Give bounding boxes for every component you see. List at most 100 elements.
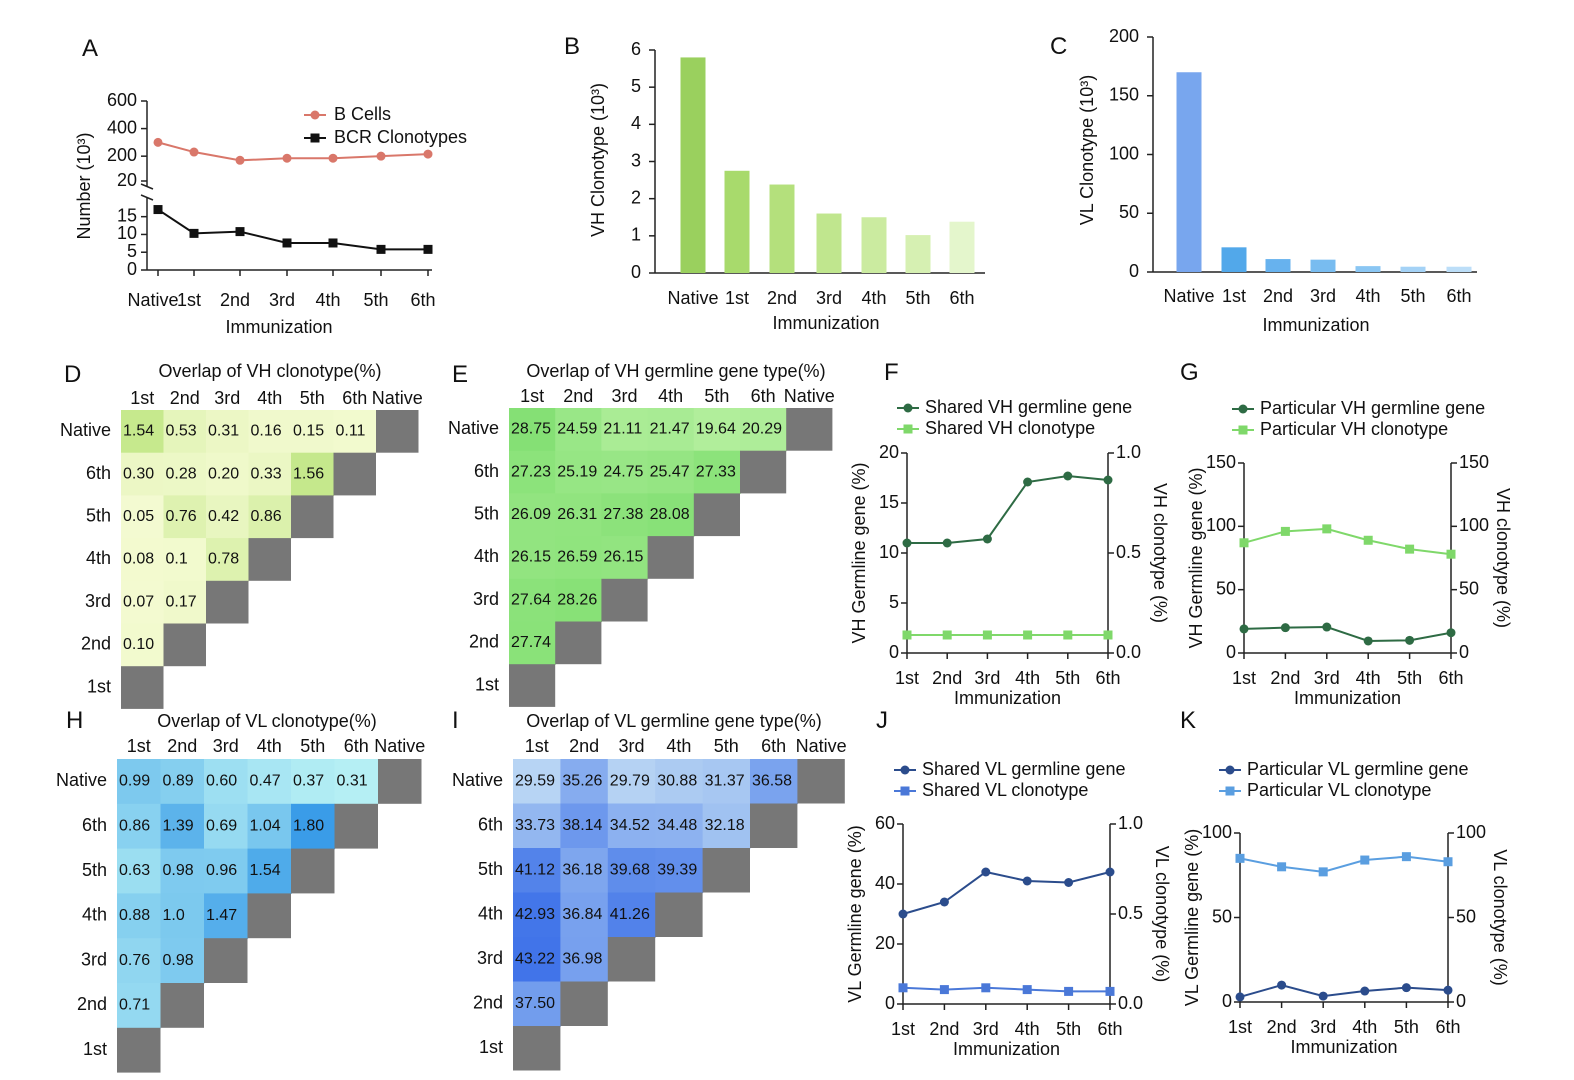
bar-4th: [861, 217, 887, 273]
y-axis-label: Number (10³): [74, 132, 94, 239]
cell-value: 29.59: [515, 772, 555, 789]
heatmap-cell: [607, 759, 656, 805]
x-tick-label: 4th: [1355, 286, 1380, 306]
bar-2nd: [769, 184, 795, 273]
cell-value: 0.42: [208, 508, 239, 525]
heatmap-cell: [702, 803, 751, 849]
y-tick-label: 5: [127, 241, 137, 261]
heatmap-cell: [334, 759, 379, 805]
heatmap-cell: [117, 848, 162, 894]
heatmap-cell: [693, 450, 741, 494]
heatmap-cell: [248, 495, 292, 539]
cell-value: 30.88: [657, 772, 697, 789]
cell-value: 0.30: [123, 465, 154, 482]
data-point-bcr-clonotypes: [328, 238, 338, 248]
data-point-bcr-clonotypes: [153, 205, 163, 215]
heatmap-cell: [601, 493, 649, 537]
cell-value: 21.11: [603, 421, 642, 438]
heatmap-cell: [513, 892, 561, 938]
y-axis-label: VL Germline gene (%): [845, 825, 865, 1002]
y-tick-label: 600: [107, 90, 137, 110]
row-label: 3rd: [81, 949, 107, 969]
cell-value: 0.37: [293, 773, 324, 790]
y-tick-label: 50: [1212, 906, 1232, 926]
series-line-particular-vl-clonotype: [1239, 855, 1449, 873]
diagonal-cell: [740, 450, 787, 494]
data-point-shared-vh-germline-gene: [982, 534, 992, 544]
y-tick-label: 400: [107, 117, 137, 137]
y2-tick-label: 0.5: [1116, 542, 1141, 562]
y-axis-label: VH Clonotype (10³): [588, 83, 608, 237]
column-label: 6th: [342, 388, 367, 408]
heatmap-title: Overlap of VL clonotype(%): [157, 711, 376, 731]
heatmap-cell: [247, 759, 292, 805]
diagonal-cell: [121, 666, 164, 709]
panel-letter-a: A: [82, 35, 98, 62]
diagonal-cell: [333, 452, 376, 496]
heatmap-cell: [509, 408, 556, 452]
diagonal-cell: [247, 893, 291, 939]
data-point-particular-vl-clonotype: [1360, 855, 1370, 865]
cell-value: 0.76: [119, 952, 150, 969]
y-tick-label: 150: [1206, 452, 1236, 472]
cell-value: 28.08: [650, 506, 690, 523]
axis-break: [140, 183, 154, 201]
x-tick-label: 1st: [1232, 668, 1256, 688]
cell-value: 0.31: [337, 773, 368, 790]
x-tick-label: 5th: [1397, 668, 1422, 688]
cell-value: 38.14: [562, 817, 602, 834]
cell-value: 35.26: [562, 772, 602, 789]
cell-value: 1.04: [250, 817, 281, 834]
row-label: 4th: [478, 904, 503, 924]
data-point-bcr-clonotypes: [235, 227, 245, 237]
row-label: 6th: [86, 463, 111, 483]
cell-value: 0.47: [250, 773, 281, 790]
diagonal-cell: [655, 892, 703, 937]
cell-value: 0.17: [166, 593, 197, 610]
data-point-particular-vh-clonotype: [1239, 538, 1249, 548]
cell-value: 33.73: [515, 817, 555, 834]
panel-letter-g: G: [1180, 359, 1199, 386]
heatmap-cell: [206, 410, 250, 454]
cell-value: 0.15: [293, 423, 324, 440]
panel-letter-i: I: [452, 707, 459, 734]
cell-value: 0.99: [119, 773, 150, 790]
heatmap-cell: [206, 495, 250, 539]
x-tick-label: 3rd: [973, 1019, 999, 1039]
heatmap-cell: [655, 759, 704, 805]
x-tick-label: 1st: [895, 668, 919, 688]
data-point-shared-vh-germline-gene: [1063, 471, 1073, 481]
data-point-particular-vh-clonotype: [1363, 535, 1373, 545]
heatmap-cell: [601, 408, 649, 452]
column-label: 1st: [127, 736, 151, 756]
y2-axis-label: VH clonotype (%): [1493, 488, 1513, 628]
heatmap-cell: [513, 848, 561, 894]
legend-marker: [310, 133, 320, 143]
cell-value: 1.47: [206, 907, 237, 924]
data-point-b-cells: [376, 151, 386, 161]
y2-tick-label: 1.0: [1118, 813, 1143, 833]
data-point-particular-vh-germline-gene: [1446, 628, 1456, 638]
heatmap-cell: [163, 452, 207, 496]
heatmap-cell: [117, 983, 162, 1029]
panel-letter-e: E: [452, 361, 468, 388]
legend-label: B Cells: [334, 104, 391, 124]
cell-value: 0.60: [206, 773, 237, 790]
data-point-particular-vl-germline-gene: [1235, 992, 1245, 1002]
column-label: 2nd: [563, 386, 593, 406]
cell-value: 26.15: [603, 549, 643, 566]
diagonal-cell: [117, 1027, 161, 1073]
data-point-shared-vh-clonotype: [1103, 630, 1113, 640]
data-point-bcr-clonotypes: [423, 244, 433, 254]
x-tick-label: 5th: [1056, 1019, 1081, 1039]
data-point-b-cells: [328, 153, 338, 163]
cell-value: 0.05: [123, 508, 154, 525]
x-tick-label: 6th: [1097, 1019, 1122, 1039]
heatmap-cell: [291, 452, 335, 496]
cell-value: 29.79: [610, 772, 650, 789]
x-tick-label: 6th: [1435, 1017, 1460, 1037]
legend-label: Particular VL clonotype: [1247, 780, 1431, 800]
heatmap-cell: [163, 495, 207, 539]
column-label: Native: [372, 388, 423, 408]
data-point-particular-vl-clonotype: [1277, 862, 1287, 872]
